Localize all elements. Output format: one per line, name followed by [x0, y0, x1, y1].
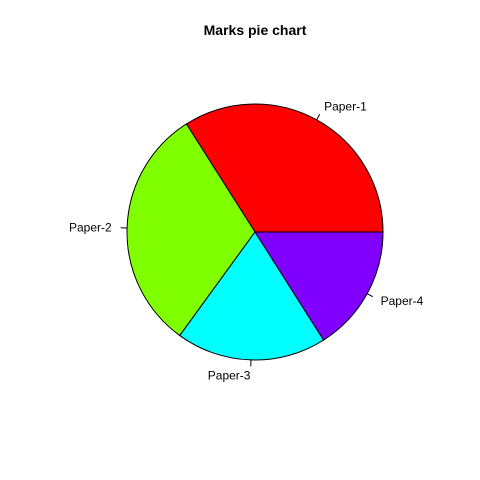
pie-slice-paper-2: [126, 123, 256, 337]
leader-line-paper-1: [316, 113, 321, 121]
pie-slices: [126, 103, 384, 361]
pie-slice-paper-3: [179, 231, 325, 361]
slice-label-paper-2: Paper-2: [69, 220, 112, 234]
slice-label-paper-4: Paper-4: [381, 294, 424, 308]
chart-title: Marks pie chart: [204, 22, 307, 38]
pie-labels: Paper-1 Paper-2 Paper-3 Paper-4: [69, 99, 424, 382]
leader-line-paper-4: [366, 293, 374, 298]
slice-label-paper-3: Paper-3: [208, 368, 251, 382]
slice-label-paper-1: Paper-1: [324, 99, 367, 113]
